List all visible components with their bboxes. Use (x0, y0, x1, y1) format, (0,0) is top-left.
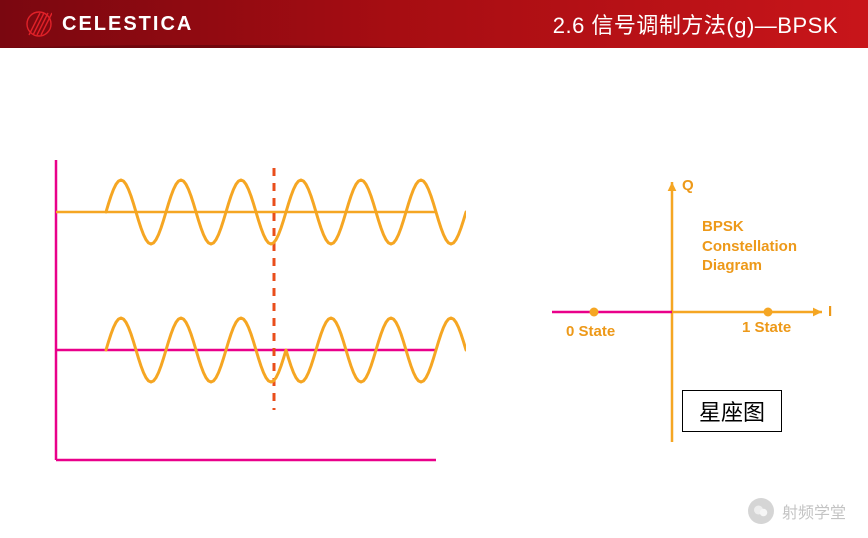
constellation-caption-box: 星座图 (682, 390, 782, 432)
header-bar: CELESTICA 2.6 信号调制方法(g)—BPSK (0, 0, 868, 48)
slide-title: 2.6 信号调制方法(g)—BPSK (553, 0, 838, 48)
watermark: 射频学堂 (748, 498, 846, 524)
brand-name: CELESTICA (62, 13, 193, 36)
state-0-label: 0 State (566, 322, 615, 342)
waveform-diagram (46, 150, 466, 470)
state-1-label: 1 State (742, 318, 791, 338)
brand-logo-icon (26, 11, 52, 37)
wechat-icon (748, 498, 774, 524)
constellation-caption-text: 星座图 (699, 400, 765, 425)
i-axis-label: I (828, 302, 832, 322)
constellation-title: BPSK Constellation Diagram (702, 217, 797, 276)
watermark-text: 射频学堂 (782, 499, 846, 523)
q-axis-label: Q (682, 176, 694, 196)
